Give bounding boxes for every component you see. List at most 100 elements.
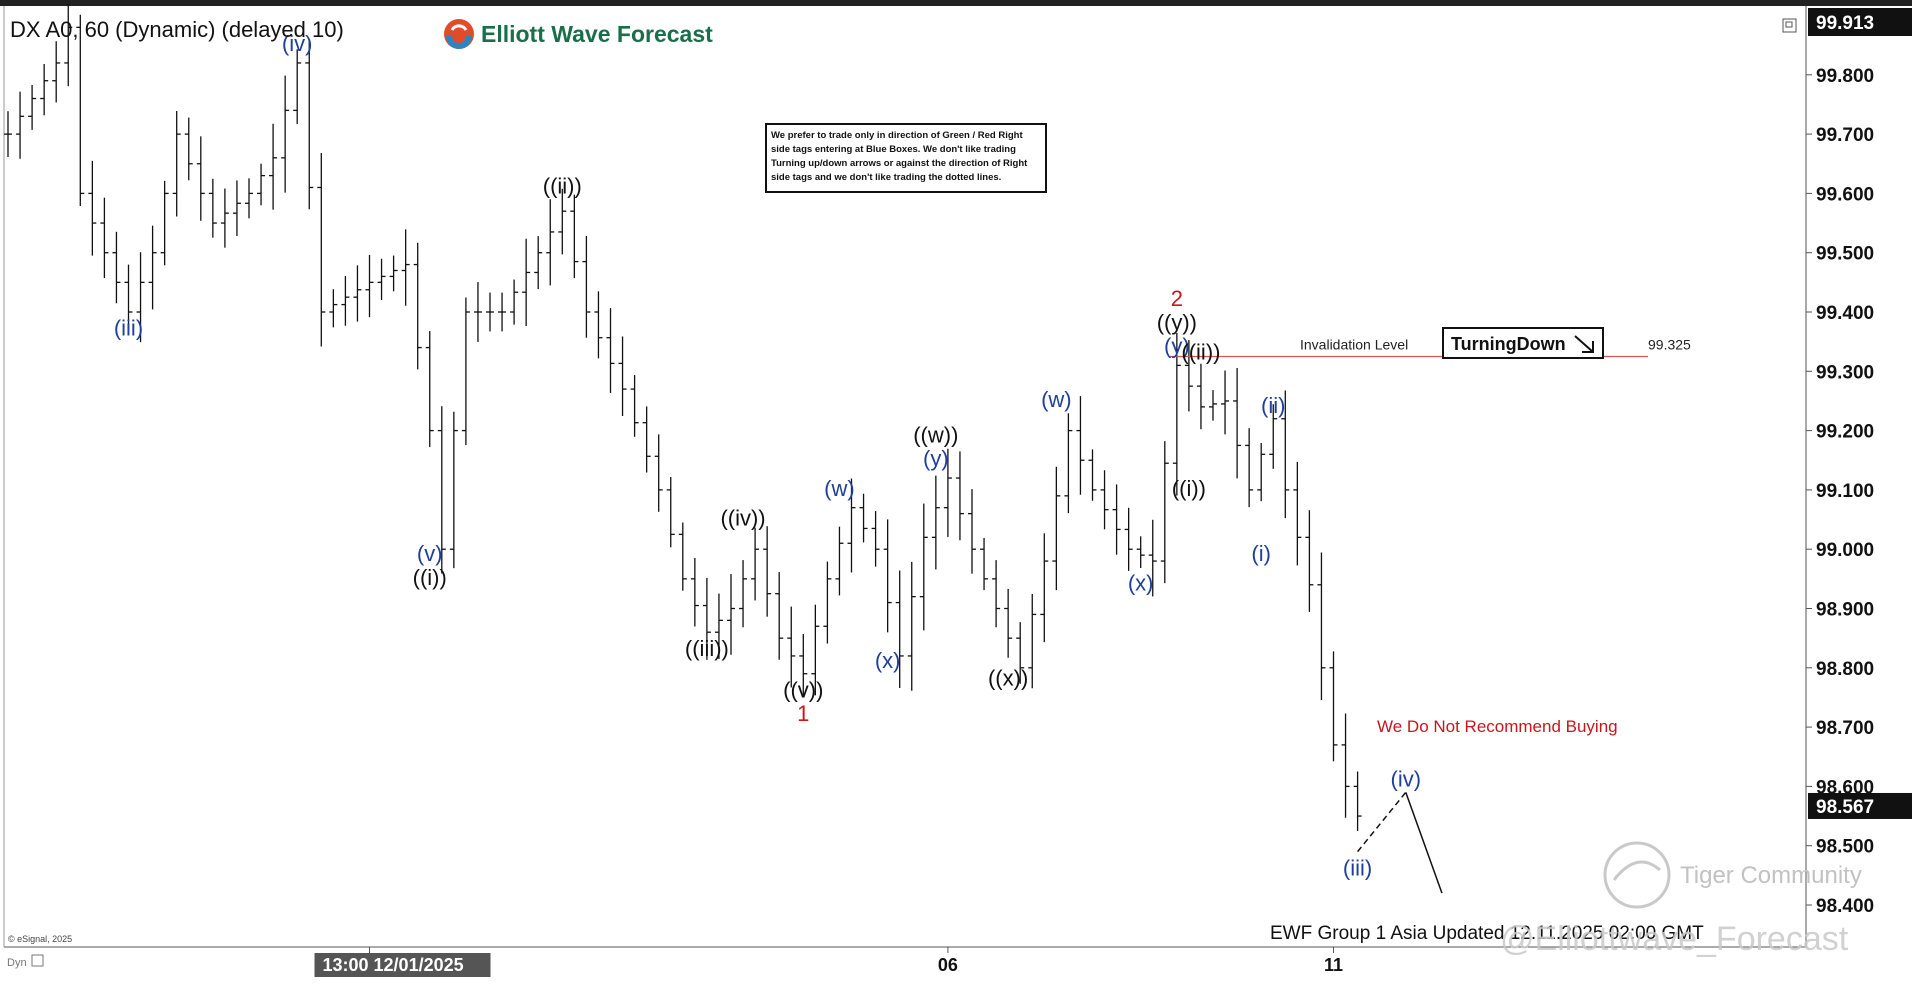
- ohlc-bar: [1221, 370, 1230, 435]
- time-tick-label: 06: [938, 955, 958, 975]
- ohlc-bar: [594, 291, 603, 359]
- price-tick-label: 98.800: [1816, 659, 1874, 680]
- ohlc-bar: [968, 489, 976, 574]
- ohlc-bar: [1076, 396, 1085, 495]
- wave-label: ((ii)): [543, 173, 582, 198]
- price-tick-label: 98.400: [1816, 896, 1874, 917]
- watermark-handle: @Elliottwave_Forecast: [1500, 920, 1849, 958]
- ohlc-bar: [257, 163, 266, 206]
- wave-label: (y): [1164, 334, 1190, 359]
- ohlc-bar: [510, 279, 519, 325]
- ohlc-bar: [160, 180, 169, 266]
- ohlc-bar: [449, 411, 458, 569]
- ohlc-bar: [1064, 413, 1073, 514]
- ohlc-bar: [196, 136, 205, 221]
- projection-solid-segment: [1405, 792, 1443, 894]
- ohlc-bar: [136, 252, 145, 343]
- price-tick-label: 98.900: [1816, 600, 1874, 621]
- ohlc-bar: [690, 557, 699, 627]
- wave-label: ((y)): [1157, 310, 1197, 335]
- invalidation-value: 99.325: [1648, 336, 1691, 352]
- wave-labels: (iii)(iv)(v)((i))((ii))((iii))((iv))((v)…: [114, 31, 1286, 726]
- price-axis: 99.800 99.700 99.600 99.500 99.400 99.300 99.2…: [1806, 66, 1874, 917]
- ohlc-bar: [534, 236, 543, 290]
- wave-label: (v): [417, 541, 443, 566]
- notice-line-2: side tags entering at Blue Boxes. We don…: [771, 144, 1016, 155]
- ohlc-bar: [1209, 390, 1217, 421]
- tiger-logo-icon: [1603, 841, 1671, 909]
- ohlc-bar: [1148, 519, 1157, 597]
- ohlc-bar: [1305, 510, 1314, 612]
- ohlc-bar: [907, 561, 916, 691]
- price-tick-label: 99.500: [1816, 244, 1874, 265]
- ohlc-bar: [1269, 404, 1278, 469]
- svg-text:Tiger Community: Tiger Community: [1680, 862, 1862, 889]
- projection-label: (iii): [1343, 856, 1372, 881]
- wave-label: (ii): [1261, 393, 1285, 418]
- ohlc-bar: [208, 178, 217, 238]
- turning-down-box: TurningDown: [1442, 327, 1604, 359]
- ohlc-bar: [582, 235, 591, 338]
- ohlc-bar: [1184, 340, 1193, 412]
- ohlc-bar: [52, 41, 61, 103]
- svg-text:99.913: 99.913: [1816, 13, 1874, 34]
- ohlc-bar: [76, 14, 85, 207]
- ohlc-bar: [678, 522, 687, 591]
- wave-label: (x): [1128, 571, 1154, 596]
- ohlc-bar: [955, 451, 964, 541]
- price-tick-label: 99.100: [1816, 481, 1874, 502]
- ohlc-bar: [823, 561, 832, 644]
- ohlc-bar: [871, 511, 880, 567]
- ohlc-bar: [172, 111, 181, 217]
- ohlc-bar: [305, 41, 314, 210]
- turning-down-label: TurningDown: [1451, 334, 1566, 354]
- ohlc-bar: [88, 160, 97, 256]
- trading-notice-box: We prefer to trade only in direction of …: [765, 123, 1047, 193]
- ohlc-bar: [377, 258, 386, 301]
- ohlc-bar: [1172, 332, 1181, 496]
- tiger-community-watermark: Tiger Community: [1603, 841, 1862, 909]
- ohlc-bar: [763, 526, 772, 617]
- window-restore-icon[interactable]: [1782, 18, 1797, 33]
- wave-label: (y): [923, 446, 949, 471]
- wave-label: ((i)): [413, 565, 447, 590]
- ohlc-bar: [570, 194, 579, 279]
- ohlc-bar: [1160, 441, 1169, 584]
- ohlc-bar: [365, 254, 374, 318]
- ohlc-bar: [606, 308, 615, 393]
- ohlc-bar: [245, 178, 253, 219]
- ohlc-bar: [980, 537, 989, 591]
- symbol-title: DX A0, 60 (Dynamic) (delayed 10): [10, 17, 344, 42]
- ohlc-bar: [1196, 363, 1205, 430]
- ohlc-bar: [787, 606, 796, 688]
- price-tick-label: 99.400: [1816, 303, 1874, 324]
- copyright: © eSignal, 2025: [8, 934, 72, 944]
- ohlc-bar: [1004, 588, 1013, 658]
- ohlc-bar: [293, 49, 302, 125]
- top-price-tag: 99.913: [1808, 8, 1912, 36]
- wave-label: (w): [1041, 387, 1072, 412]
- time-axis: 13:00 12/01/2025 06 11: [314, 947, 1343, 977]
- ohlc-bar: [799, 634, 808, 696]
- no-buy-annotation: We Do Not Recommend Buying: [1377, 717, 1618, 736]
- wave-label: 2: [1171, 286, 1183, 311]
- notice-line-4: side tags and we don't like trading the …: [771, 172, 1001, 183]
- ohlc-bar: [473, 282, 482, 342]
- ohlc-bar: [281, 75, 290, 193]
- logo-text: Elliott Wave Forecast: [481, 21, 713, 47]
- ohlc-bar: [1016, 622, 1025, 684]
- ohlc-bar: [437, 406, 446, 574]
- ohlc-bar: [702, 577, 711, 660]
- ohlc-bar: [919, 503, 928, 631]
- dyn-icon[interactable]: [31, 954, 44, 967]
- ohlc-bar: [943, 448, 952, 537]
- time-tick-highlight: [314, 953, 491, 977]
- notice-line-3: Turning up/down arrows or against the di…: [771, 158, 1028, 169]
- ohlc-bar: [558, 188, 567, 255]
- ohlc-bar: [498, 292, 507, 332]
- ohlc-bar: [835, 526, 844, 596]
- ewf-logo: Elliott Wave Forecast: [444, 19, 713, 49]
- ohlc-bar: [751, 527, 760, 601]
- wave-label: ((v)): [783, 677, 823, 702]
